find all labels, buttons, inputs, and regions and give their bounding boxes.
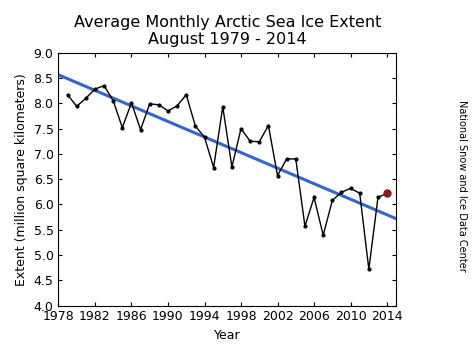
Title: Average Monthly Arctic Sea Ice Extent
August 1979 - 2014: Average Monthly Arctic Sea Ice Extent Au… [73,15,381,47]
X-axis label: Year: Year [214,329,241,342]
Y-axis label: Extent (million square kilometers): Extent (million square kilometers) [15,73,28,286]
Text: National Snow and Ice Data Center: National Snow and Ice Data Center [457,100,467,272]
